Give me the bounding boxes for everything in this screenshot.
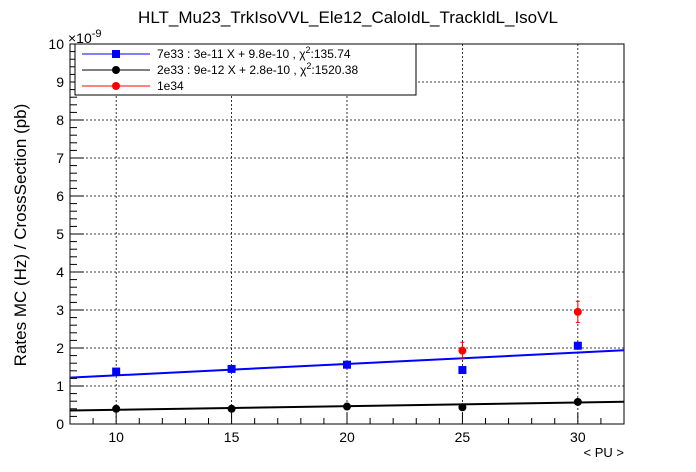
data-point xyxy=(458,366,467,375)
x-tick-label: 10 xyxy=(108,429,124,445)
data-point xyxy=(458,346,467,355)
legend-marker xyxy=(112,82,120,90)
legend-marker xyxy=(112,66,120,74)
x-tick-label: 15 xyxy=(224,429,240,445)
y-tick-label: 10 xyxy=(48,36,64,52)
x-tick-label: 25 xyxy=(455,429,471,445)
data-point xyxy=(112,367,121,376)
y-tick-label: 1 xyxy=(56,378,64,394)
data-point xyxy=(227,364,236,373)
grid-lines xyxy=(70,44,624,424)
y-tick-label: 0 xyxy=(56,416,64,432)
y-tick-label: 8 xyxy=(56,112,64,128)
legend-entry: 1e34 xyxy=(157,79,184,93)
y-tick-label: 6 xyxy=(56,188,64,204)
y-tick-label: 5 xyxy=(56,226,64,242)
data-points xyxy=(112,300,582,413)
y-axis-label: Rates MC (Hz) / CrossSection (pb) xyxy=(11,104,30,367)
data-point xyxy=(573,397,582,406)
x-axis-label: < PU > xyxy=(584,445,624,460)
y-axis-exponent: ×10-9 xyxy=(68,28,102,46)
chart-title: HLT_Mu23_TrkIsoVVL_Ele12_CaloIdL_TrackId… xyxy=(138,8,558,27)
y-tick-label: 2 xyxy=(56,340,64,356)
legend-entry: 2e33 : 9e-12 X + 2.8e-10 , χ2:1520.38 xyxy=(157,61,358,77)
legend-entry: 7e33 : 3e-11 X + 9.8e-10 , χ2:135.74 xyxy=(157,45,351,61)
y-tick-label: 9 xyxy=(56,74,64,90)
data-point xyxy=(573,341,582,350)
y-tick-label: 3 xyxy=(56,302,64,318)
data-point xyxy=(112,404,121,413)
legend-marker xyxy=(112,50,120,58)
y-tick-label: 7 xyxy=(56,150,64,166)
data-point xyxy=(343,360,351,369)
axis-ticks: 10 15 20 25 30 0 1 2 3 4 5 6 7 8 9 10 xyxy=(48,36,625,445)
data-point xyxy=(573,307,582,316)
data-point xyxy=(227,404,236,413)
x-tick-label: 30 xyxy=(570,429,586,445)
x-tick-label: 20 xyxy=(339,429,355,445)
data-point xyxy=(458,403,467,412)
legend: 7e33 : 3e-11 X + 9.8e-10 , χ2:135.742e33… xyxy=(74,43,417,96)
data-point xyxy=(343,402,351,411)
y-tick-label: 4 xyxy=(56,264,64,280)
